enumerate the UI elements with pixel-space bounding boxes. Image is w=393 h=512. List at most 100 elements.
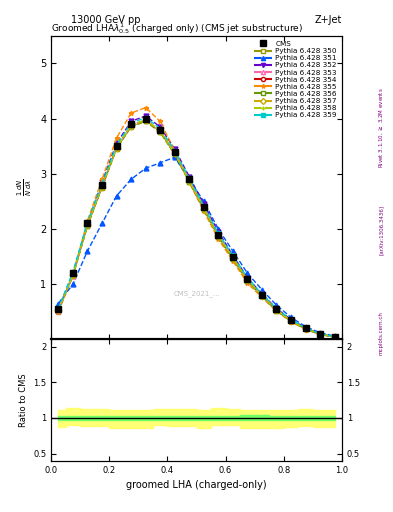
Pythia 6.428 350 bbox=[332, 334, 337, 340]
Pythia 6.428 357 bbox=[71, 272, 75, 279]
Pythia 6.428 351 bbox=[289, 314, 294, 321]
Pythia 6.428 359 bbox=[85, 219, 90, 225]
Pythia 6.428 355 bbox=[245, 280, 250, 286]
Line: Pythia 6.428 351: Pythia 6.428 351 bbox=[56, 155, 337, 338]
Pythia 6.428 359 bbox=[187, 175, 192, 181]
Pythia 6.428 354 bbox=[202, 205, 206, 211]
Text: 13000 GeV pp: 13000 GeV pp bbox=[71, 15, 140, 25]
Pythia 6.428 354 bbox=[260, 293, 264, 299]
Pythia 6.428 356 bbox=[318, 331, 323, 337]
Line: Pythia 6.428 359: Pythia 6.428 359 bbox=[56, 115, 337, 339]
Pythia 6.428 354 bbox=[85, 222, 90, 228]
Line: Pythia 6.428 350: Pythia 6.428 350 bbox=[56, 119, 337, 339]
Pythia 6.428 353 bbox=[114, 144, 119, 151]
Pythia 6.428 359 bbox=[71, 269, 75, 275]
Pythia 6.428 353 bbox=[274, 307, 279, 313]
Pythia 6.428 358 bbox=[85, 222, 90, 228]
Pythia 6.428 351 bbox=[56, 301, 61, 307]
Pythia 6.428 350 bbox=[303, 326, 308, 332]
Pythia 6.428 352 bbox=[85, 220, 90, 226]
Pythia 6.428 358 bbox=[158, 127, 163, 134]
Pythia 6.428 355 bbox=[100, 176, 105, 182]
Pythia 6.428 354 bbox=[129, 123, 134, 129]
Pythia 6.428 357 bbox=[114, 145, 119, 151]
Pythia 6.428 350 bbox=[114, 146, 119, 152]
Pythia 6.428 353 bbox=[231, 254, 235, 261]
Pythia 6.428 353 bbox=[318, 331, 323, 337]
Pythia 6.428 359 bbox=[260, 291, 264, 297]
Pythia 6.428 350 bbox=[129, 124, 134, 130]
Pythia 6.428 356 bbox=[216, 233, 221, 240]
Pythia 6.428 355 bbox=[318, 331, 323, 337]
Pythia 6.428 355 bbox=[143, 104, 148, 111]
Pythia 6.428 359 bbox=[303, 325, 308, 331]
Pythia 6.428 355 bbox=[289, 318, 294, 325]
Pythia 6.428 357 bbox=[318, 331, 323, 337]
Pythia 6.428 351 bbox=[274, 302, 279, 308]
Pythia 6.428 358 bbox=[202, 205, 206, 211]
Pythia 6.428 358 bbox=[143, 117, 148, 123]
Pythia 6.428 356 bbox=[114, 145, 119, 152]
Pythia 6.428 350 bbox=[216, 234, 221, 240]
Pythia 6.428 355 bbox=[231, 258, 235, 264]
Pythia 6.428 359 bbox=[231, 252, 235, 259]
Pythia 6.428 353 bbox=[216, 232, 221, 239]
Pythia 6.428 357 bbox=[129, 123, 134, 129]
Pythia 6.428 355 bbox=[202, 208, 206, 215]
Pythia 6.428 353 bbox=[289, 317, 294, 324]
Pythia 6.428 351 bbox=[143, 165, 148, 172]
Pythia 6.428 354 bbox=[143, 117, 148, 123]
Line: Pythia 6.428 358: Pythia 6.428 358 bbox=[56, 117, 337, 339]
Pythia 6.428 354 bbox=[114, 145, 119, 151]
Pythia 6.428 350 bbox=[143, 118, 148, 124]
Pythia 6.428 356 bbox=[158, 129, 163, 135]
Pythia 6.428 359 bbox=[114, 142, 119, 148]
Pythia 6.428 358 bbox=[187, 177, 192, 183]
Pythia 6.428 351 bbox=[260, 287, 264, 293]
Pythia 6.428 359 bbox=[202, 203, 206, 209]
Text: Groomed LHA$\lambda^1_{0.5}$ (charged only) (CMS jet substructure): Groomed LHA$\lambda^1_{0.5}$ (charged on… bbox=[51, 21, 303, 36]
Pythia 6.428 355 bbox=[56, 308, 61, 314]
Pythia 6.428 357 bbox=[187, 178, 192, 184]
Pythia 6.428 350 bbox=[231, 257, 235, 263]
Pythia 6.428 357 bbox=[216, 233, 221, 239]
Pythia 6.428 355 bbox=[216, 236, 221, 242]
Pythia 6.428 359 bbox=[173, 147, 177, 154]
Pythia 6.428 353 bbox=[143, 117, 148, 123]
Pythia 6.428 357 bbox=[260, 293, 264, 299]
Pythia 6.428 358 bbox=[260, 292, 264, 298]
Pythia 6.428 352 bbox=[303, 325, 308, 331]
Pythia 6.428 355 bbox=[114, 135, 119, 141]
Text: CMS_2021_...: CMS_2021_... bbox=[173, 290, 220, 297]
Pythia 6.428 356 bbox=[85, 223, 90, 229]
Pythia 6.428 351 bbox=[318, 330, 323, 336]
Line: Pythia 6.428 355: Pythia 6.428 355 bbox=[56, 105, 337, 339]
Pythia 6.428 353 bbox=[100, 183, 105, 189]
Pythia 6.428 356 bbox=[332, 334, 337, 340]
Pythia 6.428 357 bbox=[303, 326, 308, 332]
Pythia 6.428 350 bbox=[289, 318, 294, 324]
Pythia 6.428 358 bbox=[173, 150, 177, 156]
Pythia 6.428 357 bbox=[274, 307, 279, 313]
Pythia 6.428 356 bbox=[231, 255, 235, 262]
Pythia 6.428 352 bbox=[274, 305, 279, 311]
Pythia 6.428 351 bbox=[245, 270, 250, 276]
Pythia 6.428 357 bbox=[245, 278, 250, 284]
Pythia 6.428 352 bbox=[71, 270, 75, 276]
Pythia 6.428 358 bbox=[71, 272, 75, 278]
Pythia 6.428 354 bbox=[289, 318, 294, 324]
Pythia 6.428 359 bbox=[216, 230, 221, 237]
Pythia 6.428 352 bbox=[231, 252, 235, 259]
Pythia 6.428 356 bbox=[260, 293, 264, 300]
Pythia 6.428 352 bbox=[56, 306, 61, 312]
Pythia 6.428 358 bbox=[245, 276, 250, 283]
Pythia 6.428 355 bbox=[332, 334, 337, 340]
Pythia 6.428 351 bbox=[85, 248, 90, 254]
Pythia 6.428 358 bbox=[318, 331, 323, 337]
Line: Pythia 6.428 356: Pythia 6.428 356 bbox=[56, 118, 337, 339]
Pythia 6.428 350 bbox=[173, 152, 177, 158]
Pythia 6.428 357 bbox=[56, 307, 61, 313]
Text: Z+Jet: Z+Jet bbox=[314, 15, 342, 25]
Pythia 6.428 356 bbox=[303, 326, 308, 332]
Pythia 6.428 351 bbox=[100, 220, 105, 226]
